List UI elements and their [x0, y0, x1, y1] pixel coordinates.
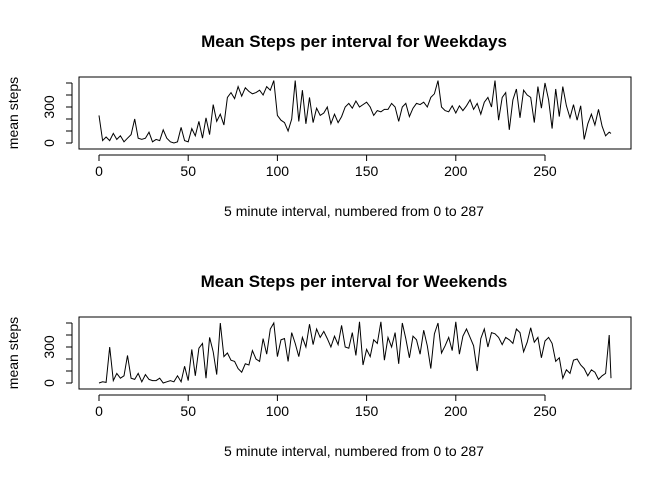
x-tick-label: 150 [355, 403, 379, 419]
x-tick-label: 200 [444, 163, 468, 179]
chart-title: Mean Steps per interval for Weekends [201, 272, 508, 291]
x-axis-label: 5 minute interval, numbered from 0 to 28… [224, 203, 484, 219]
weekends-panel: Mean Steps per interval for Weekends 0 50… [5, 272, 632, 459]
x-tick-label: 50 [180, 403, 196, 419]
x-axis: 0 50 100 150 200 250 [95, 394, 557, 419]
series-line-0 [98, 80, 612, 144]
series-layer [98, 80, 612, 144]
x-tick-label: 100 [266, 163, 290, 179]
series-line-0 [98, 321, 612, 384]
y-tick-label: 300 [41, 95, 57, 119]
x-tick-label: 250 [533, 163, 557, 179]
x-tick-label: 250 [533, 403, 557, 419]
y-axis-label: mean steps [5, 317, 21, 389]
plot-frame [78, 316, 632, 390]
y-tick-label: 300 [41, 335, 57, 359]
x-tick-label: 50 [180, 163, 196, 179]
x-tick-label: 0 [95, 403, 103, 419]
chart-title: Mean Steps per interval for Weekdays [201, 32, 507, 51]
weekdays-panel: Mean Steps per interval for Weekdays 0 50… [5, 32, 632, 219]
x-tick-label: 100 [266, 403, 290, 419]
plot-frame [78, 76, 632, 150]
y-axis-label: mean steps [5, 77, 21, 149]
x-axis: 0 50 100 150 200 250 [95, 154, 557, 179]
x-axis-label: 5 minute interval, numbered from 0 to 28… [224, 443, 484, 459]
x-tick-label: 150 [355, 163, 379, 179]
y-tick-label: 0 [41, 139, 57, 147]
y-axis: 0 300 [41, 82, 73, 147]
x-tick-label: 200 [444, 403, 468, 419]
series-layer [98, 321, 612, 384]
y-tick-label: 0 [41, 379, 57, 387]
x-tick-label: 0 [95, 163, 103, 179]
y-axis: 0 300 [41, 322, 73, 387]
